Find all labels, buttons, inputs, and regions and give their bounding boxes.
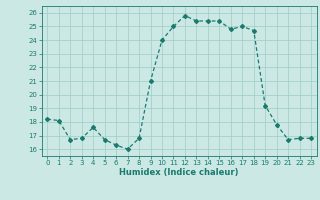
- X-axis label: Humidex (Indice chaleur): Humidex (Indice chaleur): [119, 168, 239, 177]
